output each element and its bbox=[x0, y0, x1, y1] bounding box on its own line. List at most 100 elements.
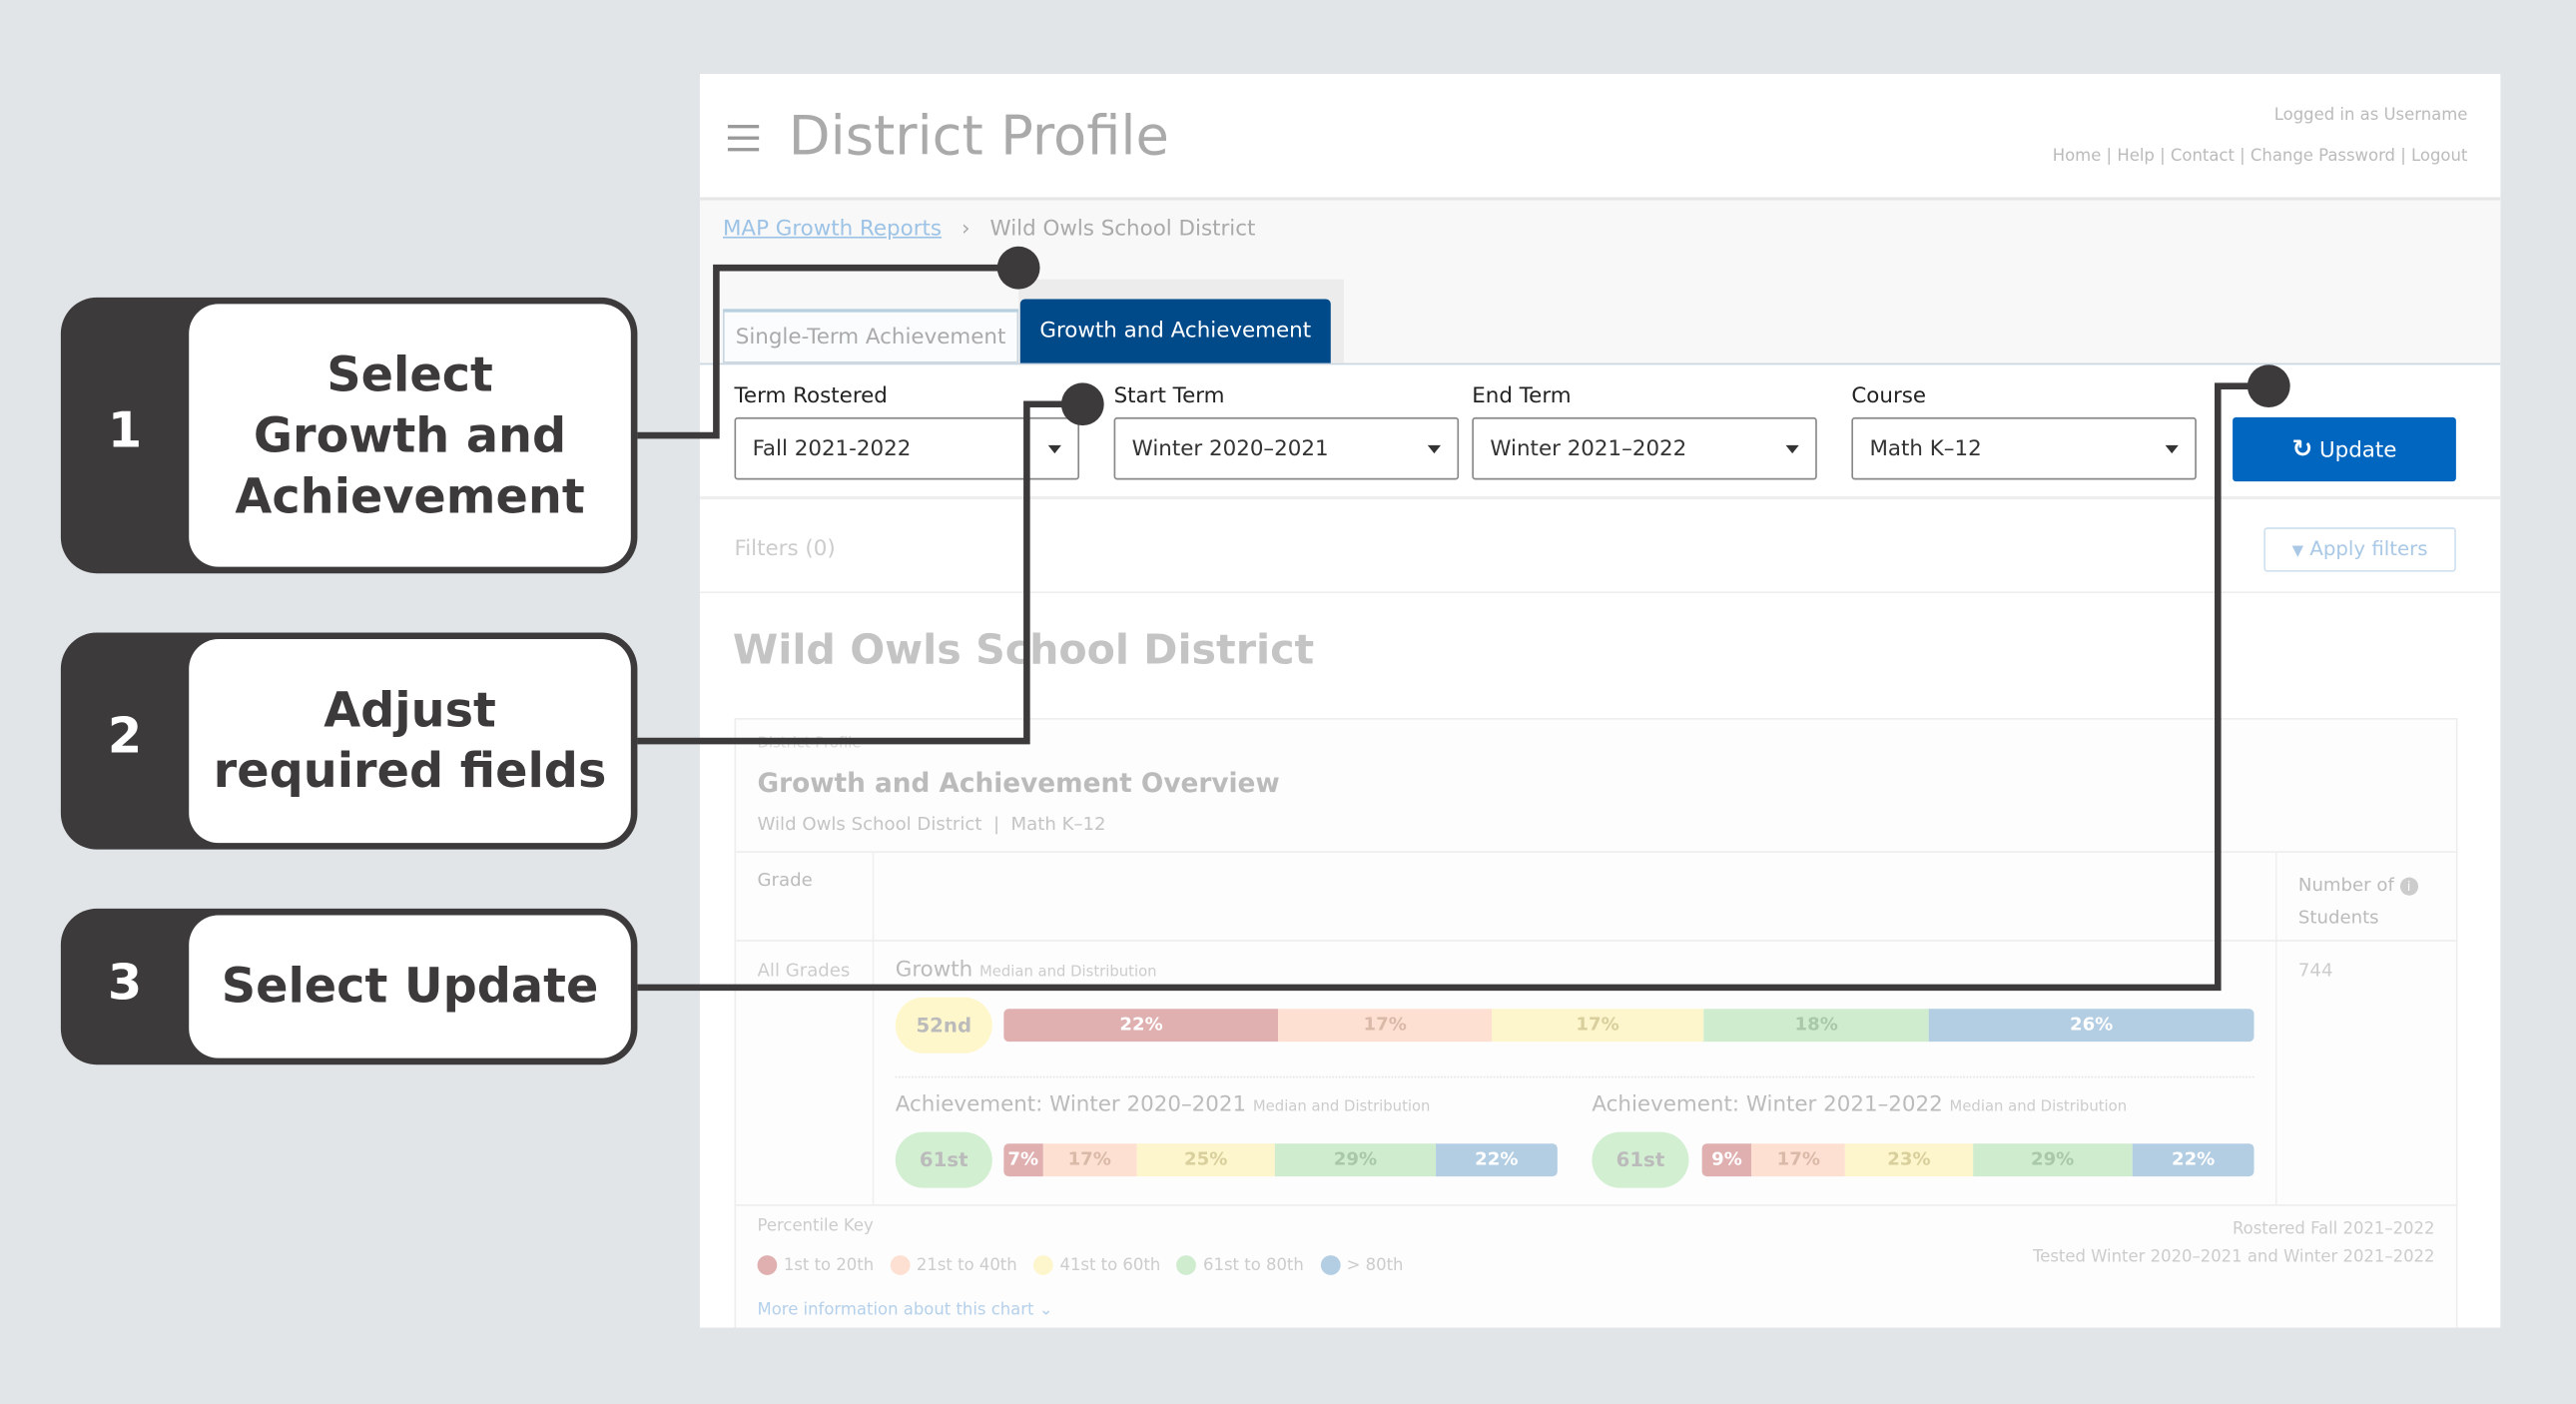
achievement-1-median-pill: 61st bbox=[895, 1131, 992, 1188]
achievement-1-label: Achievement: Winter 2020–2021 Median and… bbox=[895, 1092, 1431, 1117]
update-button[interactable]: ↻ Update bbox=[2233, 416, 2456, 482]
apply-filters-button[interactable]: ▼ Apply filters bbox=[2263, 527, 2456, 572]
divider bbox=[699, 591, 2501, 593]
connector-1 bbox=[637, 264, 1019, 439]
app-window: District Profile Logged in as Username H… bbox=[699, 74, 2501, 1328]
connector-2-dot bbox=[1060, 382, 1104, 426]
caret-down-icon bbox=[2165, 444, 2179, 454]
page-title: District Profile bbox=[788, 103, 1169, 168]
rostered-text: Rostered Fall 2021–2022 bbox=[2232, 1220, 2435, 1239]
ach2-segment: 17% bbox=[1751, 1143, 1846, 1177]
callout-3: 3 Select Update bbox=[60, 908, 638, 1065]
key-label: 41st to 60th bbox=[1059, 1256, 1161, 1275]
connector-3 bbox=[637, 382, 2269, 992]
color-swatch-icon bbox=[890, 1255, 911, 1275]
grade-column-header: Grade bbox=[757, 869, 813, 891]
connector-2 bbox=[637, 400, 1083, 745]
key-label: > 80th bbox=[1346, 1256, 1404, 1275]
logout-link[interactable]: Logout bbox=[2411, 148, 2468, 167]
growth-segment: 18% bbox=[1703, 1009, 1929, 1043]
ach2-segment: 22% bbox=[2132, 1143, 2254, 1177]
caret-down-icon bbox=[1785, 444, 1799, 454]
achievement-2-median-pill: 61st bbox=[1592, 1131, 1689, 1188]
header: District Profile Logged in as Username H… bbox=[699, 74, 2501, 201]
achievement-1-bar: 7% 17% 25% 29% 22% bbox=[1003, 1143, 1558, 1177]
header-links: Home | Help | Contact | Change Password … bbox=[2052, 148, 2468, 167]
key-item: 21st to 40th bbox=[890, 1255, 1017, 1275]
key-item: > 80th bbox=[1320, 1255, 1404, 1275]
chevron-down-icon: ⌄ bbox=[1038, 1301, 1053, 1320]
row-grade: All Grades bbox=[757, 959, 851, 982]
growth-segment: 17% bbox=[1491, 1009, 1704, 1043]
district-title: Wild Owls School District bbox=[732, 625, 1315, 674]
nav-area: MAP Growth Reports › Wild Owls School Di… bbox=[699, 200, 2501, 365]
tested-text: Tested Winter 2020–2021 and Winter 2021–… bbox=[2032, 1248, 2435, 1267]
color-swatch-icon bbox=[1033, 1255, 1053, 1275]
start-term-select[interactable]: Winter 2020–2021 bbox=[1113, 416, 1460, 480]
breadcrumb: MAP Growth Reports › Wild Owls School Di… bbox=[723, 217, 1255, 242]
growth-segment: 17% bbox=[1278, 1009, 1492, 1043]
growth-median-pill: 52nd bbox=[895, 997, 992, 1053]
connector-3-dot bbox=[2247, 364, 2290, 408]
percentile-key-title: Percentile Key bbox=[757, 1217, 874, 1236]
row-students: 744 bbox=[2297, 959, 2333, 982]
end-term-label: End Term bbox=[1472, 384, 1572, 409]
achievement-2-label: Achievement: Winter 2021–2022 Median and… bbox=[1592, 1092, 2128, 1117]
chevron-right-icon: › bbox=[962, 217, 970, 242]
growth-segment: 26% bbox=[1928, 1009, 2254, 1043]
filters-label[interactable]: Filters (0) bbox=[734, 537, 836, 562]
achievement-2-bar: 9% 17% 23% 29% 22% bbox=[1701, 1143, 2254, 1177]
caret-down-icon bbox=[1047, 444, 1061, 454]
color-swatch-icon bbox=[1176, 1255, 1197, 1275]
percentile-key: 1st to 20th 21st to 40th 41st to 60th 61st … bbox=[757, 1245, 1420, 1276]
ach1-segment: 29% bbox=[1275, 1143, 1436, 1177]
ach2-segment: 29% bbox=[1972, 1143, 2133, 1177]
card-subtitle: Wild Owls School District | Math K–12 bbox=[757, 813, 1106, 835]
contact-link[interactable]: Contact bbox=[2170, 148, 2235, 167]
key-item: 61st to 80th bbox=[1176, 1255, 1304, 1275]
start-term-label: Start Term bbox=[1113, 384, 1225, 409]
ach2-segment: 9% bbox=[1701, 1143, 1752, 1177]
help-link[interactable]: Help bbox=[2117, 148, 2155, 167]
ach1-segment: 7% bbox=[1003, 1143, 1043, 1177]
color-swatch-icon bbox=[1320, 1255, 1341, 1275]
hamburger-icon[interactable] bbox=[727, 125, 760, 152]
course-select[interactable]: Math K–12 bbox=[1851, 416, 2197, 480]
growth-label: Growth Median and Distribution bbox=[895, 958, 1157, 983]
key-label: 21st to 40th bbox=[916, 1256, 1017, 1275]
divider bbox=[699, 495, 2501, 500]
color-swatch-icon bbox=[757, 1255, 778, 1275]
term-rostered-select[interactable]: Fall 2021-2022 bbox=[734, 416, 1080, 480]
growth-bar: 22% 17% 17% 18% 26% bbox=[1003, 1009, 2254, 1043]
refresh-icon: ↻ bbox=[2291, 433, 2313, 464]
tab-growth-and-achievement[interactable]: Growth and Achievement bbox=[1019, 299, 1331, 363]
more-info-link[interactable]: More information about this chart ⌄ bbox=[757, 1301, 1053, 1320]
callout-1: 1 Select Growth and Achievement bbox=[60, 297, 638, 574]
ach2-segment: 23% bbox=[1845, 1143, 1973, 1177]
change-password-link[interactable]: Change Password bbox=[2250, 148, 2396, 167]
key-item: 1st to 20th bbox=[757, 1255, 875, 1275]
growth-segment: 22% bbox=[1003, 1009, 1279, 1043]
ach1-segment: 22% bbox=[1435, 1143, 1558, 1177]
logged-in-text: Logged in as Username bbox=[2273, 106, 2468, 126]
tab-single-term-achievement[interactable]: Single-Term Achievement bbox=[722, 309, 1019, 363]
card-title: Growth and Achievement Overview bbox=[757, 767, 1280, 799]
key-label: 1st to 20th bbox=[783, 1256, 875, 1275]
connector-1-dot bbox=[996, 246, 1040, 290]
caret-down-icon: ▼ bbox=[2291, 543, 2304, 561]
ach1-segment: 25% bbox=[1136, 1143, 1276, 1177]
course-label: Course bbox=[1851, 384, 1927, 409]
end-term-select[interactable]: Winter 2021–2022 bbox=[1472, 416, 1817, 480]
caret-down-icon bbox=[1427, 444, 1442, 454]
students-column-header: Number of i Students bbox=[2298, 869, 2418, 935]
callout-1-text: Select Growth and Achievement bbox=[189, 304, 631, 567]
info-icon[interactable]: i bbox=[2399, 877, 2418, 896]
callout-2: 2 Adjust required fields bbox=[60, 632, 638, 850]
callout-2-text: Adjust required fields bbox=[189, 639, 631, 844]
home-link[interactable]: Home bbox=[2052, 148, 2102, 167]
breadcrumb-root-link[interactable]: MAP Growth Reports bbox=[722, 217, 943, 242]
breadcrumb-current: Wild Owls School District bbox=[989, 217, 1256, 242]
term-rostered-label: Term Rostered bbox=[734, 384, 888, 409]
callout-3-text: Select Update bbox=[189, 915, 631, 1058]
overview-card: District Profile Growth and Achievement … bbox=[734, 718, 2458, 1328]
